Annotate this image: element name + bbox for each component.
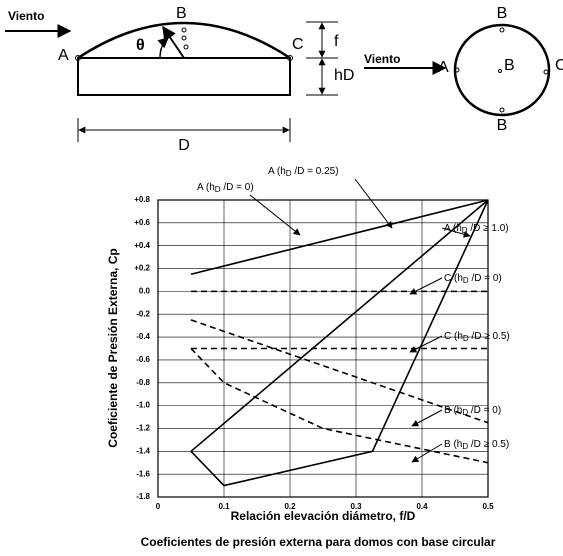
label-part: A (h bbox=[268, 166, 286, 177]
legend-label: B (hD /D = 0) bbox=[444, 405, 501, 417]
tap bbox=[499, 107, 505, 113]
dome-diagram bbox=[5, 21, 551, 142]
label: θ bbox=[136, 37, 145, 54]
label-part: D bbox=[462, 408, 468, 417]
y-tick-label: -0.6 bbox=[136, 355, 150, 364]
y-tick-label: +0.8 bbox=[134, 195, 150, 204]
label-part: B (h bbox=[444, 405, 462, 416]
x-axis-label: Relación elevación diámetro, f/D bbox=[231, 509, 416, 523]
label: hD bbox=[334, 67, 354, 84]
label: C bbox=[555, 57, 563, 74]
y-tick-label: -0.2 bbox=[136, 309, 150, 318]
y-axis-label: Coeficiente de Presión Externa, Cp bbox=[106, 248, 120, 447]
leader-line bbox=[409, 277, 443, 295]
series-line bbox=[190, 199, 489, 276]
series-line bbox=[190, 319, 489, 424]
label-part: D bbox=[463, 276, 469, 285]
legend-label: A (hD /D = 0) bbox=[197, 182, 254, 194]
y-tick-label: -1.0 bbox=[136, 401, 150, 410]
label-part: /D = 0) bbox=[468, 405, 501, 416]
plan-circle bbox=[453, 23, 551, 117]
label: f bbox=[334, 33, 339, 50]
label: D bbox=[178, 137, 190, 154]
tap bbox=[183, 44, 189, 50]
caption: Coeficientes de presión externa para dom… bbox=[141, 535, 496, 549]
tap bbox=[75, 55, 81, 61]
y-tick-label: -1.2 bbox=[136, 424, 150, 433]
label: A bbox=[438, 59, 449, 76]
x-tick-label: 0.3 bbox=[350, 502, 362, 511]
x-tick-label: 0.5 bbox=[482, 502, 494, 511]
label: C bbox=[292, 36, 304, 53]
tap bbox=[454, 67, 460, 73]
y-tick-label: -1.4 bbox=[136, 446, 150, 455]
leader-line bbox=[411, 443, 443, 463]
leader-line bbox=[409, 335, 443, 353]
tap bbox=[181, 35, 187, 41]
label: A bbox=[58, 47, 69, 64]
leader-line bbox=[249, 194, 301, 236]
y-tick-label: 0.0 bbox=[139, 286, 151, 295]
tap bbox=[287, 55, 293, 61]
y-tick-label: -0.4 bbox=[136, 332, 150, 341]
label: B bbox=[176, 5, 187, 22]
angle-arc bbox=[157, 37, 169, 59]
label: B bbox=[497, 117, 508, 134]
label-part: /D = 0.25) bbox=[292, 166, 339, 177]
label-part: D bbox=[462, 442, 468, 451]
label-part: B (h bbox=[444, 439, 462, 450]
dome bbox=[77, 21, 291, 60]
legend-label: A (hD /D ≥ 1.0) bbox=[444, 223, 509, 235]
legend-label: C (hD /D = 0) bbox=[444, 273, 502, 285]
leader-line bbox=[441, 227, 471, 238]
series-line bbox=[190, 347, 489, 464]
legend-label: C (hD /D ≥ 0.5) bbox=[444, 331, 510, 343]
label: Viento bbox=[8, 9, 44, 23]
leader-line bbox=[354, 178, 393, 229]
x-tick-label: 0 bbox=[156, 502, 161, 511]
y-tick-label: -1.6 bbox=[136, 469, 150, 478]
legend-label: A (hD /D = 0.25) bbox=[268, 166, 339, 178]
legend-label: B (hD /D ≥ 0.5) bbox=[444, 439, 509, 451]
label-part: /D ≥ 0.5) bbox=[468, 439, 509, 450]
y-tick-label: -1.8 bbox=[136, 492, 150, 501]
x-tick-label: 0.2 bbox=[284, 502, 296, 511]
x-tick-label: 0.1 bbox=[218, 502, 230, 511]
label-part: /D ≥ 0.5) bbox=[469, 331, 510, 342]
base bbox=[77, 57, 291, 96]
tap bbox=[499, 27, 505, 33]
label-part: /D ≥ 1.0) bbox=[468, 223, 509, 234]
label-part: C (h bbox=[444, 331, 463, 342]
series-line bbox=[190, 199, 489, 452]
label: B bbox=[504, 57, 515, 74]
label-part: /D = 0) bbox=[221, 182, 254, 193]
y-tick-label: +0.2 bbox=[134, 264, 150, 273]
x-tick-label: 0.4 bbox=[416, 502, 428, 511]
label: Viento bbox=[364, 52, 400, 66]
label-part: D bbox=[462, 226, 468, 235]
plot-frame bbox=[157, 199, 489, 498]
label-part: /D = 0) bbox=[469, 273, 502, 284]
label-part: D bbox=[286, 169, 292, 178]
y-tick-label: -0.8 bbox=[136, 378, 150, 387]
label-part: D bbox=[215, 185, 221, 194]
label-part: A (h bbox=[444, 223, 462, 234]
y-tick-label: +0.4 bbox=[134, 241, 150, 250]
tap bbox=[498, 69, 502, 73]
tap bbox=[181, 27, 187, 33]
leader-line bbox=[411, 409, 443, 427]
series-line bbox=[190, 199, 489, 487]
label-part: C (h bbox=[444, 273, 463, 284]
label-part: A (h bbox=[197, 182, 215, 193]
y-tick-label: +0.6 bbox=[134, 218, 150, 227]
tap bbox=[543, 69, 549, 75]
angle-ray bbox=[162, 25, 185, 59]
label-part: D bbox=[463, 334, 469, 343]
label: B bbox=[497, 5, 508, 22]
